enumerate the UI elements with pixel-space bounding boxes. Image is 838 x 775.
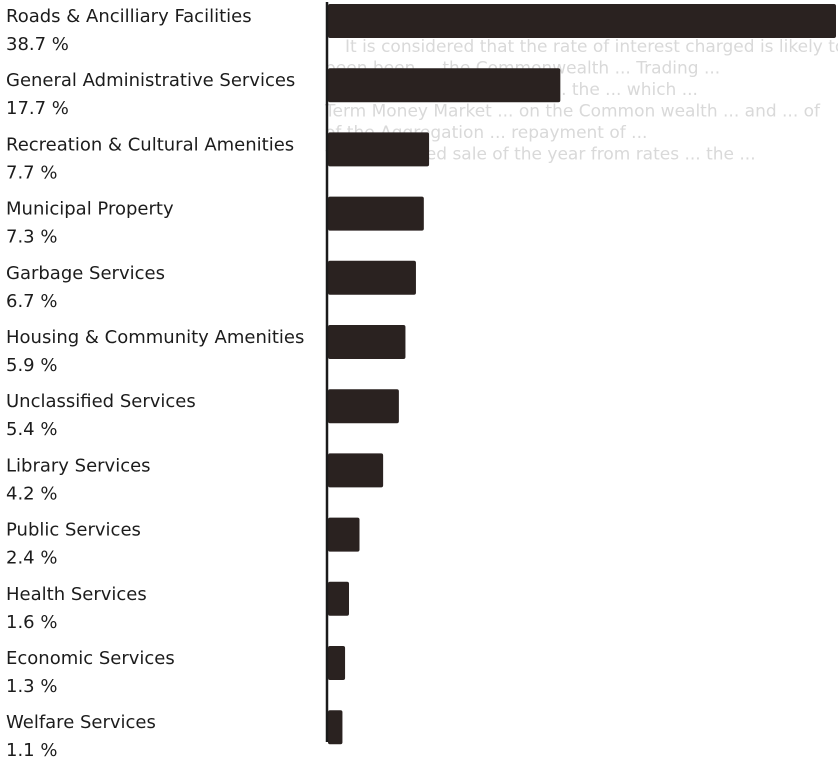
bar — [328, 389, 399, 424]
category-label: Garbage Services — [6, 263, 165, 284]
value-label: 38.7 % — [6, 34, 69, 55]
category-label: Recreation & Cultural Amenities — [6, 134, 294, 155]
category-label: Housing & Community Amenities — [6, 327, 304, 348]
category-label: Municipal Property — [6, 199, 174, 220]
labels-group: Roads & Ancilliary Facilities 38.7 % Gener… — [6, 6, 304, 761]
value-label: 5.9 % — [6, 355, 57, 376]
value-label: 1.3 % — [6, 676, 57, 697]
value-label: 6.7 % — [6, 291, 57, 312]
category-label: Library Services — [6, 455, 151, 476]
bar — [328, 4, 836, 38]
value-label: 7.7 % — [6, 162, 57, 183]
category-label: Roads & Ancilliary Facilities — [6, 6, 252, 27]
value-label: 17.7 % — [6, 98, 69, 119]
bar — [328, 517, 360, 552]
category-label: Unclassified Services — [6, 391, 196, 412]
bar — [328, 710, 343, 745]
bar — [328, 260, 416, 295]
bar — [328, 196, 424, 231]
bleed-through-line: to be received sale of the year from rat… — [325, 145, 756, 165]
bleed-through-line: It is considered that the rate of intere… — [345, 37, 838, 57]
category-label: Public Services — [6, 520, 141, 541]
category-label: Health Services — [6, 584, 147, 605]
bar — [328, 68, 561, 103]
bars-group — [328, 4, 836, 745]
value-label: 1.1 % — [6, 740, 57, 761]
category-label: General Administrative Services — [6, 70, 295, 91]
category-label: Economic Services — [6, 648, 175, 669]
value-label: 7.3 % — [6, 227, 57, 248]
bar — [328, 132, 430, 167]
value-label: 1.6 % — [6, 612, 57, 633]
bar — [328, 453, 384, 488]
value-label: 4.2 % — [6, 483, 57, 504]
value-label: 2.4 % — [6, 548, 57, 569]
category-label: Welfare Services — [6, 712, 156, 733]
bar — [328, 581, 350, 616]
value-label: 5.4 % — [6, 419, 57, 440]
bar — [328, 646, 346, 680]
bleed-through-line: Term Money Market ... on the Common weal… — [324, 102, 821, 122]
bar — [328, 325, 406, 359]
